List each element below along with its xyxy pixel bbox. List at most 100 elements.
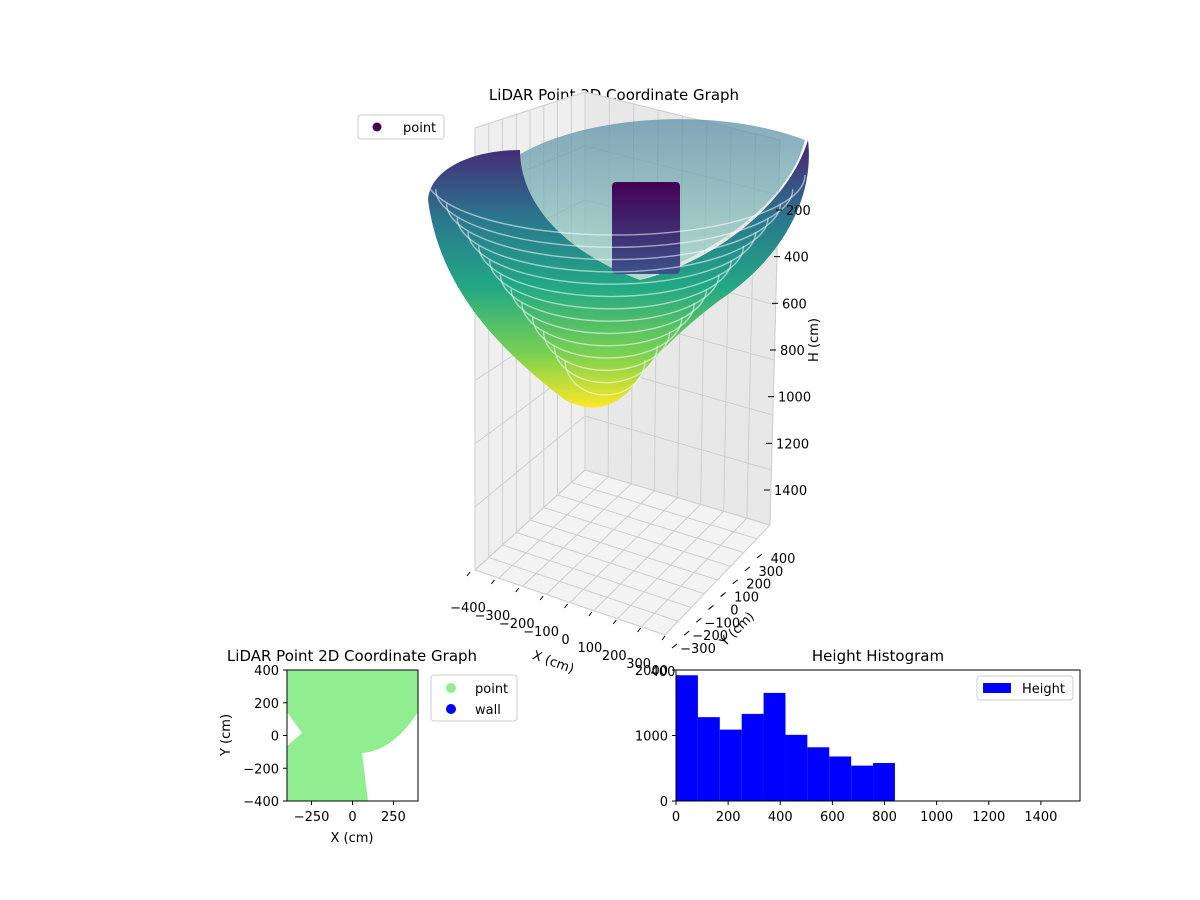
y-tick-label-3d: −100 [704, 616, 740, 631]
scan-ring [521, 303, 695, 347]
y-tick-3d [708, 605, 714, 610]
legend-height-label: Height [1022, 682, 1065, 697]
grid-line [593, 504, 701, 611]
z-tick-label-3d: 1000 [778, 391, 811, 406]
y-tick-label-3d: 300 [758, 565, 783, 580]
hist-bar [719, 729, 742, 801]
point-region [287, 670, 418, 801]
grid-line [584, 415, 772, 471]
x-tick-3d [466, 571, 471, 577]
y-tick-3d [695, 617, 702, 623]
scan-ring [553, 345, 659, 384]
y-tick-label-hist: 0 [660, 795, 668, 810]
legend-wall-label: wall [475, 703, 501, 718]
hist-bar [741, 713, 764, 801]
y-tick-3d [756, 553, 763, 559]
y-tick-3d [732, 579, 739, 585]
chart-2d: LiDAR Point 2D Coordinate Graph −250 0 250… [219, 647, 518, 846]
x-tick-label-3d: 0 [561, 633, 569, 648]
grid-line [557, 494, 744, 553]
x-tick-label-3d: −100 [523, 625, 559, 640]
y-ticks-2d: −400 −200 0 200 400 [243, 664, 287, 810]
x-tick-3d [490, 579, 495, 585]
x-tick-label-hist: 400 [768, 810, 793, 825]
chart-hist: Height Histogram 0 200 400 600 800 1000 1200 14… [635, 647, 1081, 825]
scan-ring [445, 203, 782, 261]
y-tick-label-3d: 200 [746, 578, 771, 593]
chart-3d: LiDAR Point 3D Coordinate Graph X (cm) Y… [357, 86, 822, 680]
hist-title: Height Histogram [812, 647, 944, 665]
y-tick-label-2d: −400 [243, 795, 279, 810]
chart-2d-title: LiDAR Point 2D Coordinate Graph [227, 647, 477, 665]
legend-height-swatch [983, 683, 1011, 693]
z-tick-label-3d: 1200 [776, 437, 809, 452]
z-ticks-3d: 200 400 600 800 1000 1200 1400 [764, 204, 811, 499]
y-tick-3d [683, 630, 690, 636]
z-tick-label-3d: 400 [784, 251, 809, 266]
scan-ring [435, 189, 794, 248]
y-tick-label-3d: −200 [692, 629, 728, 644]
y-tick-label-3d: 400 [771, 552, 796, 567]
hist-bar [763, 692, 786, 801]
hist-bar [873, 763, 895, 801]
hist-bars [676, 675, 895, 801]
grid-line [529, 519, 718, 581]
chart-2d-legend: point wall [430, 674, 518, 722]
y-tick-label-2d: 400 [254, 664, 279, 679]
x-axis-label: X (cm) [530, 648, 576, 677]
x-tick-label-hist: 200 [716, 810, 741, 825]
hist-bar [807, 747, 830, 801]
z-axis-label: H (cm) [807, 318, 822, 362]
scan-ring [424, 174, 806, 236]
grid-line [474, 91, 586, 129]
x-tick-label-2d: −250 [294, 810, 330, 825]
grid-line [474, 415, 586, 508]
legend-point-marker-2d [446, 683, 456, 693]
x-tick-label-3d: −200 [499, 617, 535, 632]
x-tick-label-3d: 300 [626, 657, 651, 672]
scan-ring [531, 317, 683, 359]
legend-wall-marker [446, 704, 456, 714]
grid-line [543, 507, 731, 567]
y-tick-3d [720, 592, 726, 597]
hist-bar [676, 675, 698, 801]
scan-ring [510, 288, 708, 335]
y-tick-label-3d: 100 [734, 591, 759, 606]
scan-rings [424, 174, 806, 396]
x-axis-label-2d: X (cm) [331, 831, 374, 846]
object-box [612, 182, 680, 274]
x-tick-3d [612, 619, 617, 625]
x-tick-3d [539, 595, 544, 601]
x-ticks-2d: −250 0 250 [294, 801, 406, 825]
grid-line [584, 469, 771, 526]
lidar-point-cloud [424, 119, 809, 408]
grid-line [474, 469, 586, 571]
z-tick-label-3d: 600 [782, 297, 807, 312]
x-tick-3d [661, 635, 666, 641]
x-tick-3d [588, 611, 593, 617]
plot-area-2d [287, 670, 418, 801]
scan-ring [564, 359, 646, 396]
grid-line [640, 517, 748, 628]
x-tick-label-3d: 400 [651, 665, 676, 680]
x-tick-label-hist: 800 [872, 810, 897, 825]
x-tick-label-hist: 1200 [972, 810, 1005, 825]
grid-line [617, 510, 725, 620]
x-tick-label-hist: 1000 [920, 810, 953, 825]
grid-line [664, 524, 771, 636]
x-tick-label-3d: −300 [475, 609, 511, 624]
x-tick-3d [564, 603, 568, 609]
y-tick-label-3d: −300 [680, 642, 716, 657]
x-tick-label-3d: 200 [602, 649, 627, 664]
y-tick-label-hist: 2000 [635, 664, 668, 679]
hist-bar [829, 756, 852, 801]
y-tick-3d [744, 566, 751, 572]
y-tick-label-2d: 200 [254, 697, 279, 712]
x-tick-label-3d: −400 [450, 601, 486, 616]
z-tick-label-3d: 800 [780, 344, 805, 359]
x-tick-label-3d: 100 [577, 641, 602, 656]
z-tick-label-3d: 1400 [774, 484, 807, 499]
